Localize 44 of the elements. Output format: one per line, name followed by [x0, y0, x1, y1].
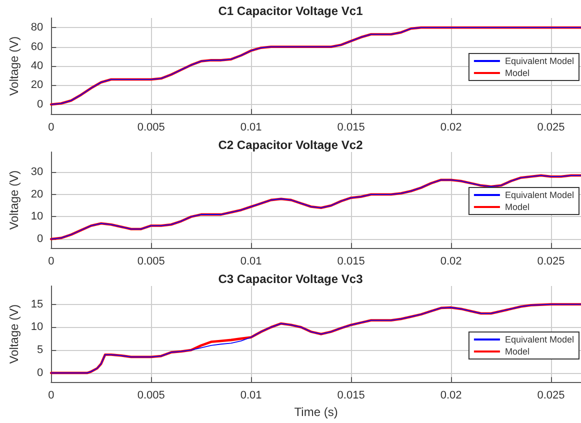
x-tick-label: 0 [48, 256, 54, 268]
y-tick-label: 10 [30, 210, 44, 223]
x-tick-label: 0.025 [537, 390, 565, 402]
x-tick-label: 0 [48, 390, 54, 402]
x-tick-label: 0.025 [537, 256, 565, 268]
y-tick-label: 15 [30, 298, 44, 310]
y-axis-title: Voltage (V) [7, 170, 21, 230]
x-tick-label: 0.015 [337, 390, 365, 402]
y-tick-label: 10 [30, 321, 44, 334]
legend-label: Equivalent Model [504, 56, 574, 66]
legend-label: Model [504, 202, 530, 212]
y-tick-label: 0 [37, 98, 44, 110]
y-tick-label: 60 [30, 40, 44, 53]
x-tick-label: 0.02 [440, 390, 462, 402]
chart-title: C2 Capacitor Voltage Vc2 [218, 138, 364, 152]
legend-label: Equivalent Model [504, 334, 574, 344]
y-tick-label: 20 [30, 79, 44, 92]
y-tick-label: 5 [37, 344, 44, 356]
x-tick-label: 0.02 [440, 122, 462, 134]
x-tick-label: 0.005 [137, 256, 165, 268]
x-tick-label: 0.02 [440, 256, 462, 268]
y-tick-label: 80 [30, 22, 44, 34]
y-axis-title: Voltage (V) [7, 304, 21, 364]
legend-label: Model [504, 346, 530, 356]
chart-title: C3 Capacitor Voltage Vc3 [218, 272, 364, 286]
legend-label: Equivalent Model [504, 190, 574, 200]
x-tick-label: 0.01 [240, 122, 262, 134]
y-axis-title: Voltage (V) [7, 36, 21, 96]
chart-title: C1 Capacitor Voltage Vc1 [218, 4, 364, 18]
legend-label: Model [504, 68, 530, 78]
x-tick-label: 0.005 [137, 122, 165, 134]
x-tick-label: 0.005 [137, 390, 165, 402]
y-tick-label: 20 [30, 188, 44, 200]
x-tick-label: 0.015 [337, 122, 365, 134]
y-tick-label: 30 [30, 166, 44, 178]
x-tick-label: 0.025 [537, 122, 565, 134]
x-tick-label: 0 [48, 122, 54, 134]
x-tick-label: 0.01 [240, 256, 262, 268]
y-tick-label: 0 [37, 366, 44, 379]
x-tick-label: 0.015 [337, 256, 365, 268]
x-tick-label: 0.01 [240, 390, 262, 402]
y-tick-label: 40 [30, 60, 44, 72]
x-axis-title: Time (s) [294, 405, 338, 419]
y-tick-label: 0 [37, 233, 44, 246]
